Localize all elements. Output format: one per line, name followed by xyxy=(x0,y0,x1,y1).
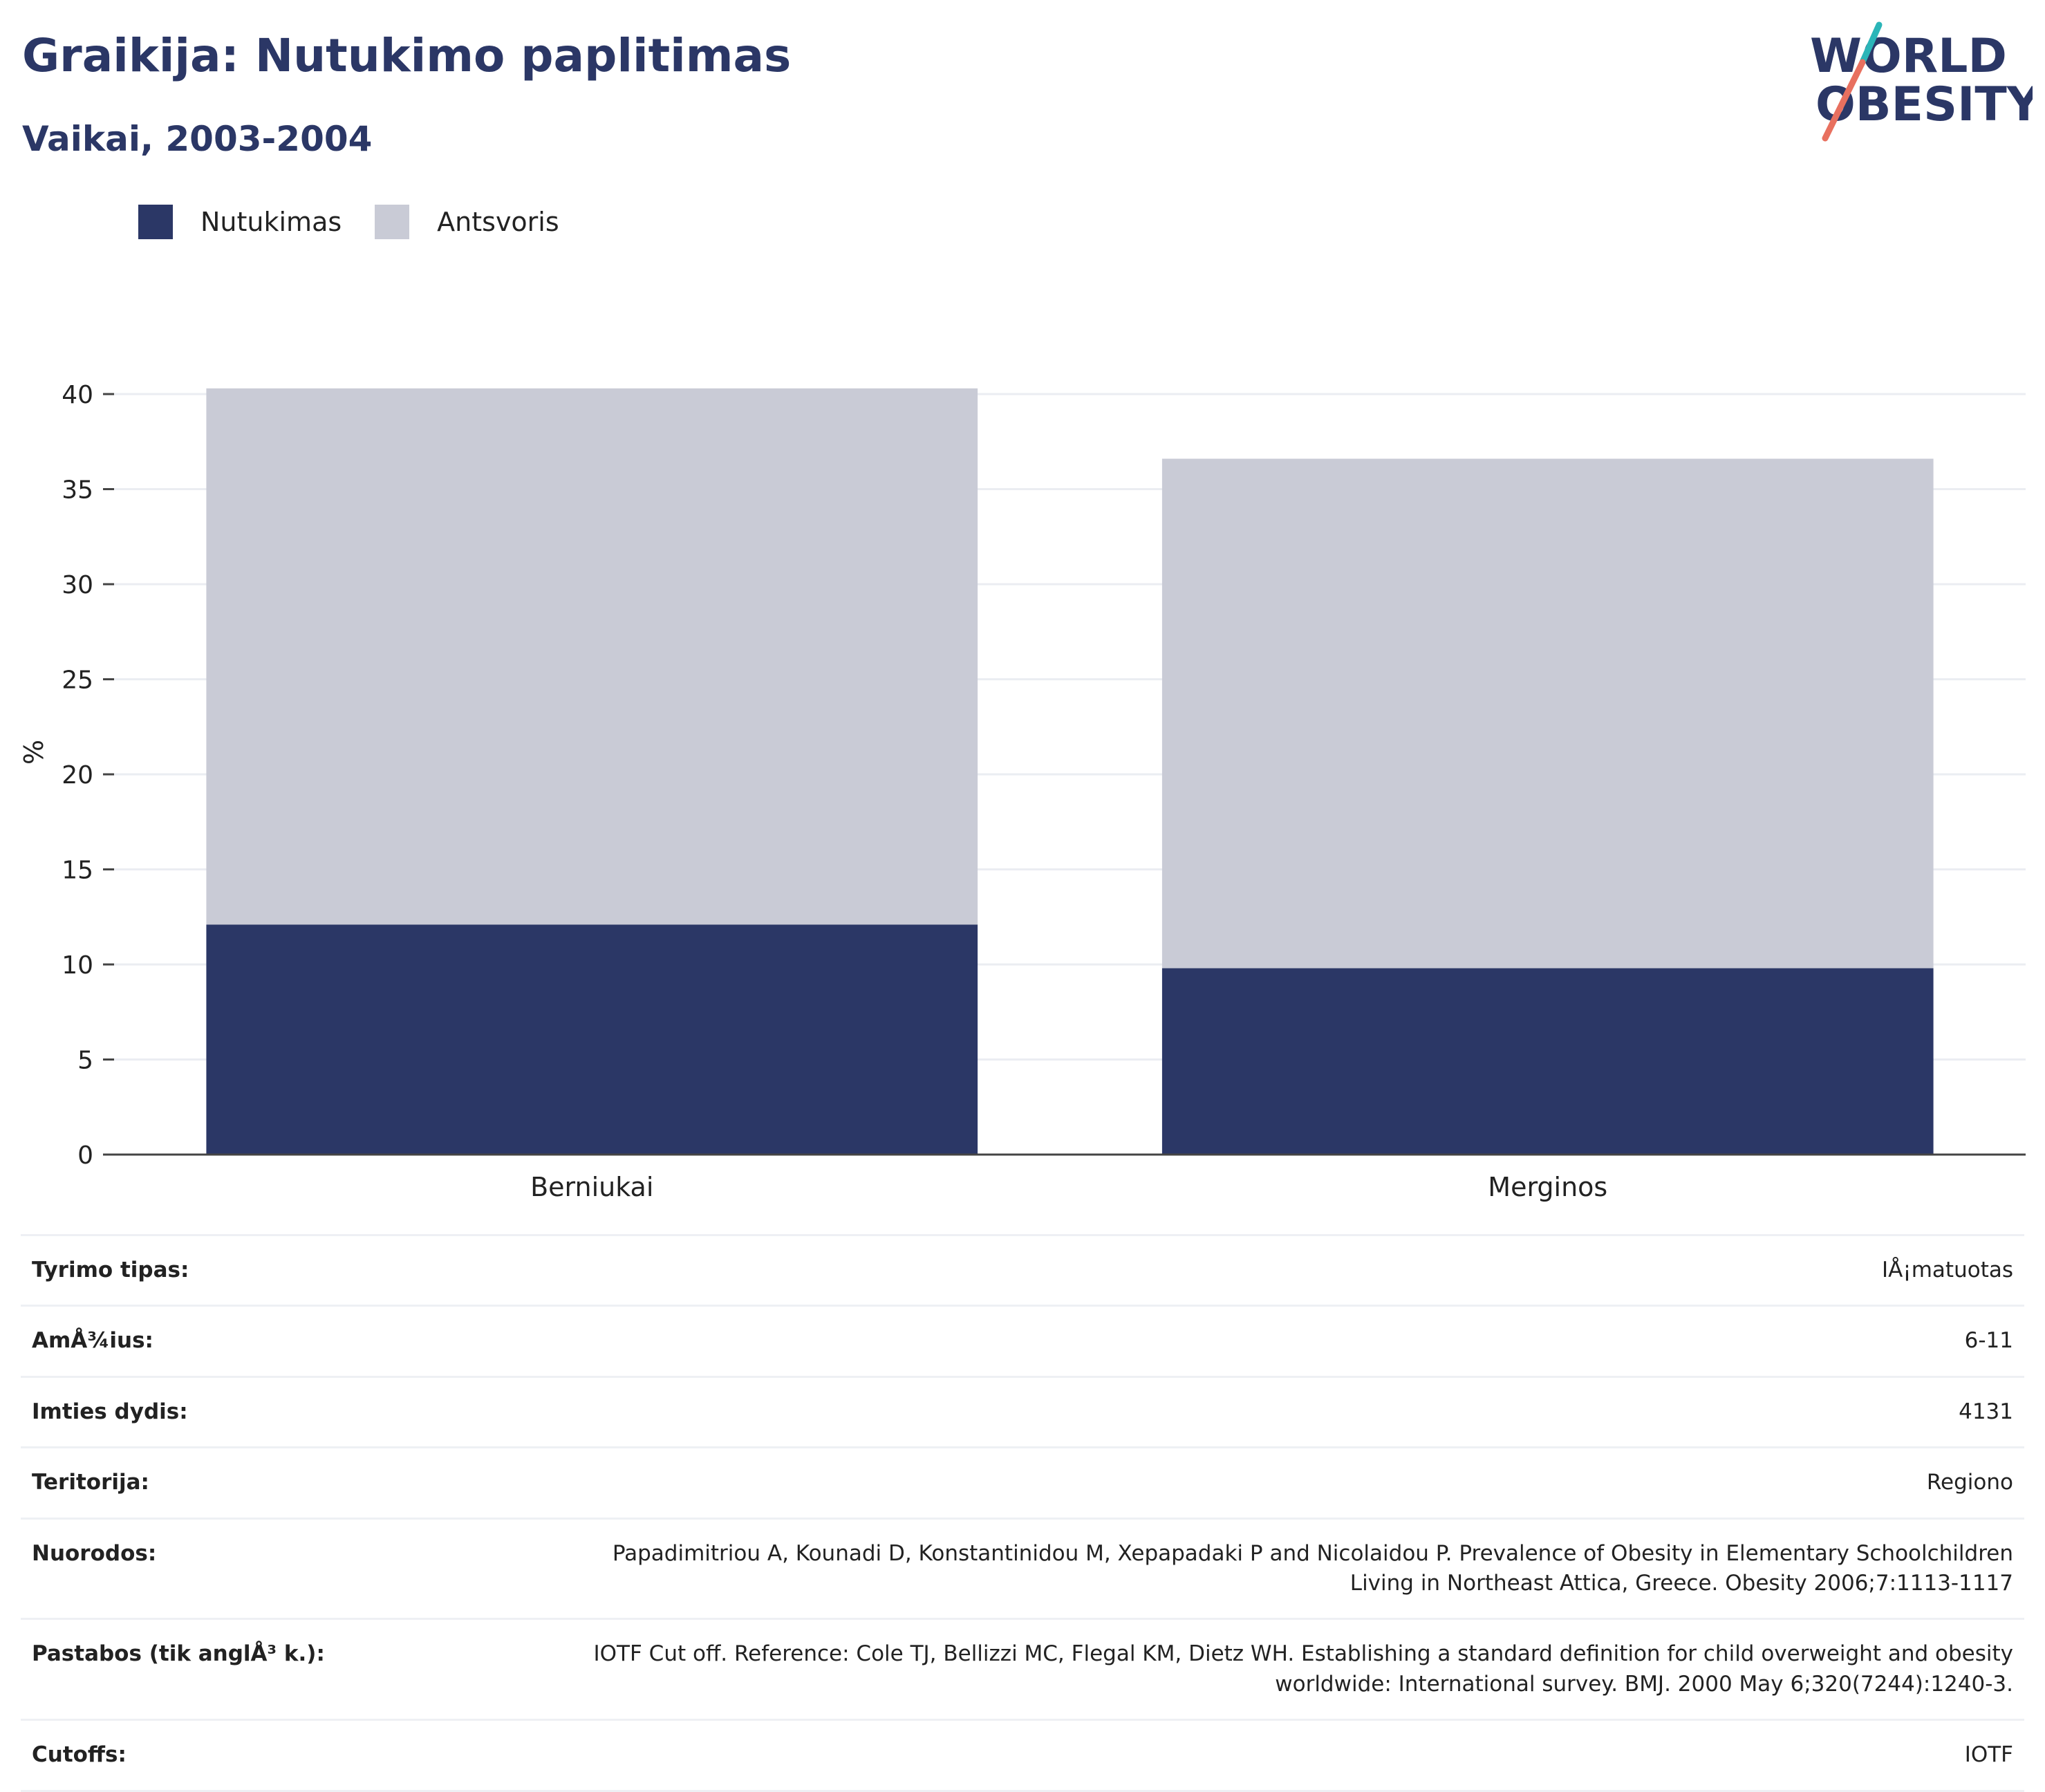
info-row: AmÅ¾ius: 6-11 xyxy=(21,1305,2024,1378)
info-table: Tyrimo tipas: IÅ¡matuotas AmÅ¾ius: 6-11 Imti… xyxy=(21,1233,2024,1792)
legend-item-obesity[interactable]: Nutukimas xyxy=(138,205,342,239)
bar-obesity[interactable] xyxy=(206,924,978,1155)
bar-obesity[interactable] xyxy=(1161,968,1934,1155)
y-axis-ticks: 0 5 10 15 20 25 30 35 40 xyxy=(62,381,114,1170)
legend-swatch-overweight xyxy=(375,205,410,239)
y-tick-label: 30 xyxy=(62,571,93,599)
legend-item-overweight[interactable]: Antsvoris xyxy=(375,205,559,239)
y-tick-label: 25 xyxy=(62,666,93,695)
info-key: AmÅ¾ius: xyxy=(21,1305,568,1378)
info-key: Pastabos (tik anglÅ³ k.): xyxy=(21,1618,568,1721)
y-axis-label: % xyxy=(19,740,49,765)
info-value: Regiono xyxy=(568,1446,2024,1520)
info-row: Teritorija: Regiono xyxy=(21,1446,2024,1520)
info-row: Imties dydis: 4131 xyxy=(21,1375,2024,1449)
logo-slash-red xyxy=(1822,59,1866,142)
world-obesity-logo: WORLD OBESITY xyxy=(1810,21,2033,142)
info-value: IOTF Cut off. Reference: Cole TJ, Belliz… xyxy=(568,1618,2024,1721)
y-tick-label: 10 xyxy=(62,951,93,980)
info-value: Papadimitriou A, Kounadi D, Konstantinid… xyxy=(568,1517,2024,1621)
bar-overweight[interactable] xyxy=(206,388,978,925)
chart-subtitle: Vaikai, 2003-2004 xyxy=(22,119,373,159)
y-tick-label: 20 xyxy=(62,761,93,790)
legend: Nutukimas Antsvoris xyxy=(138,205,592,239)
bars xyxy=(206,388,1934,1155)
y-tick-label: 0 xyxy=(77,1141,93,1170)
info-row: Nuorodos: Papadimitriou A, Kounadi D, Kon… xyxy=(21,1517,2024,1621)
legend-swatch-obesity xyxy=(138,205,173,239)
y-tick-label: 35 xyxy=(62,476,93,505)
info-key: Imties dydis: xyxy=(21,1375,568,1449)
info-key: Nuorodos: xyxy=(21,1517,568,1621)
info-row: Pastabos (tik anglÅ³ k.): IOTF Cut off. R… xyxy=(21,1618,2024,1721)
chart-title: Graikija: Nutukimo paplitimas xyxy=(22,29,792,82)
info-key: Teritorija: xyxy=(21,1446,568,1520)
legend-label-overweight: Antsvoris xyxy=(437,207,559,237)
y-tick-label: 5 xyxy=(77,1047,93,1075)
x-tick-label: Berniukai xyxy=(530,1172,653,1202)
legend-label-obesity: Nutukimas xyxy=(200,207,342,237)
bar-chart: 0 5 10 15 20 25 30 35 40 Berniukai Merginos % xyxy=(19,381,2026,1202)
info-value: IÅ¡matuotas xyxy=(568,1233,2024,1307)
info-row: Tyrimo tipas: IÅ¡matuotas xyxy=(21,1233,2024,1307)
logo-slash-teal xyxy=(1859,21,1883,66)
y-tick-label: 15 xyxy=(62,857,93,885)
y-tick-label: 40 xyxy=(62,381,93,409)
info-value: 4131 xyxy=(568,1375,2024,1449)
logo-line1: WORLD xyxy=(1810,29,2007,84)
bar-overweight[interactable] xyxy=(1161,458,1934,969)
info-key: Tyrimo tipas: xyxy=(21,1233,568,1307)
info-value: 6-11 xyxy=(568,1305,2024,1378)
x-tick-label: Merginos xyxy=(1488,1172,1607,1202)
x-axis-ticks: Berniukai Merginos xyxy=(530,1172,1607,1202)
